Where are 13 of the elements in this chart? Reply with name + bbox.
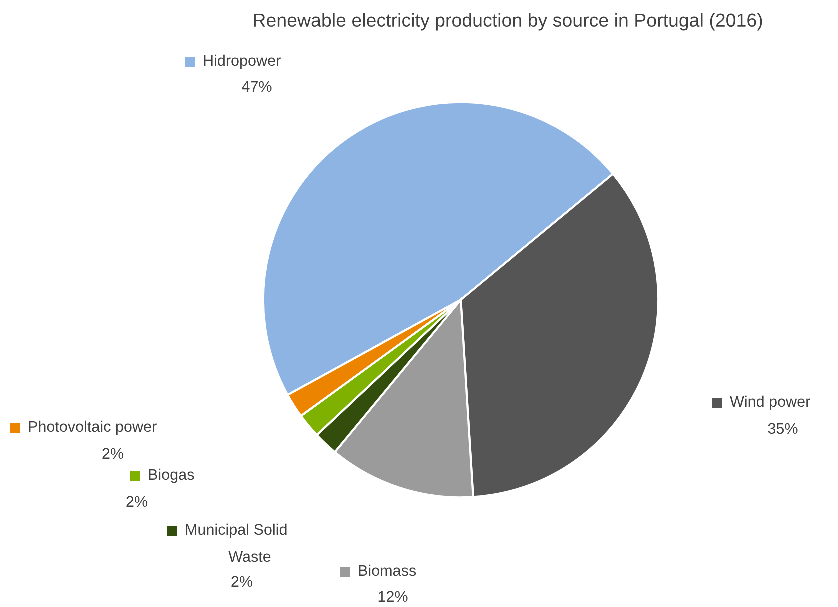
- legend-label: Biogas: [149, 468, 194, 484]
- data-label: 2%: [102, 448, 124, 460]
- legend-label: Photovoltaic power: [29, 420, 157, 436]
- data-label: 12%: [378, 591, 408, 602]
- data-label: 47%: [242, 81, 272, 92]
- chart-title: Renewable electricity production by source in Portugal (2016): [254, 13, 762, 31]
- legend-label: Municipal Solid Waste: [186, 524, 287, 562]
- data-label: 35%: [768, 423, 798, 434]
- legend-label: Biomass: [359, 564, 416, 576]
- legend-label: Wind power: [730, 396, 810, 410]
- data-label: 2%: [232, 576, 252, 588]
- legend-label: Hidropower: [204, 54, 281, 70]
- data-label: 2%: [126, 496, 148, 508]
